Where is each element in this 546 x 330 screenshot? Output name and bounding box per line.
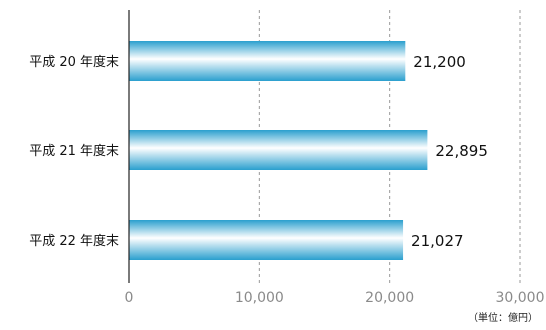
- bar-0: [129, 41, 406, 81]
- x-tick-label-0: 0: [125, 290, 134, 306]
- value-label-0: 21,200: [413, 53, 466, 71]
- x-tick-label-1: 10,000: [235, 290, 284, 306]
- bar-1: [129, 130, 428, 170]
- category-label-0: 平成 20 年度末: [29, 54, 119, 70]
- x-tick-label-3: 30,000: [496, 290, 545, 306]
- unit-label: （単位：億円）: [468, 311, 538, 324]
- bars: [129, 41, 428, 260]
- labels: 平成 20 年度末 21,200 平成 21 年度末 22,895 平成 22 年度末 2…: [29, 53, 544, 306]
- bar-2: [129, 220, 404, 260]
- value-label-2: 21,027: [411, 232, 464, 250]
- category-label-1: 平成 21 年度末: [29, 143, 119, 159]
- value-label-1: 22,895: [435, 142, 488, 160]
- x-tick-label-2: 20,000: [365, 290, 414, 306]
- category-label-2: 平成 22 年度末: [29, 233, 119, 249]
